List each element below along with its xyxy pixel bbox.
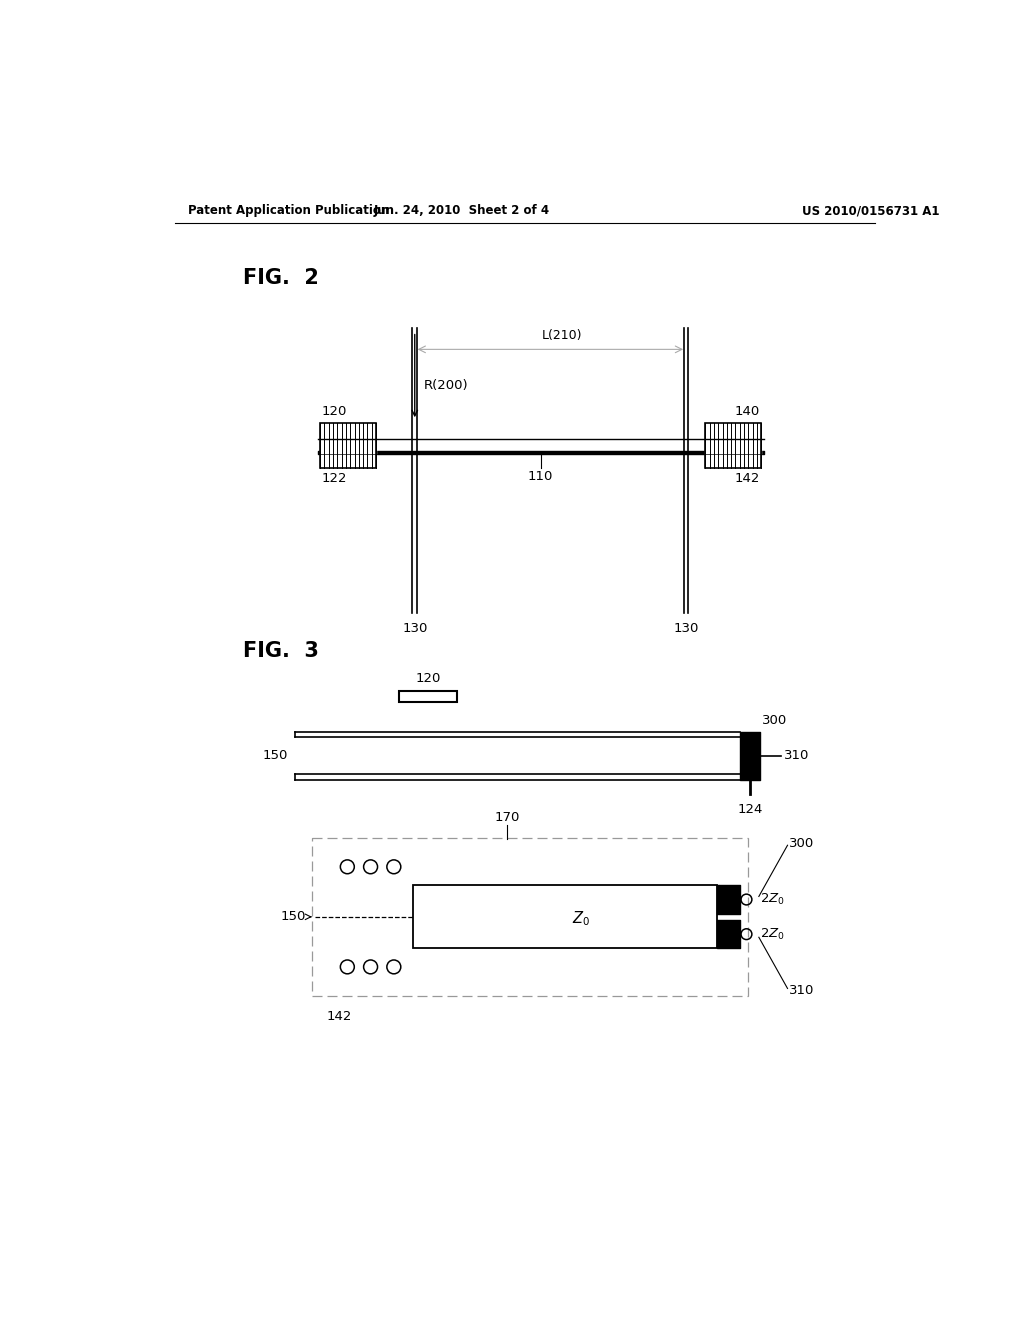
Text: 150: 150: [281, 911, 306, 924]
Text: 150: 150: [263, 750, 289, 763]
Text: L(210): L(210): [542, 329, 583, 342]
Bar: [312, 837, 748, 997]
Text: $Z_0$: $Z_0$: [571, 909, 590, 928]
Text: $2Z_0$: $2Z_0$: [761, 892, 785, 907]
Text: 124: 124: [737, 803, 763, 816]
Text: Patent Application Publication: Patent Application Publication: [188, 205, 390, 218]
Text: FIG.  3: FIG. 3: [243, 642, 318, 661]
Bar: [321, 422, 376, 467]
Text: 120: 120: [322, 405, 347, 418]
Text: R(200): R(200): [424, 379, 469, 392]
Text: 170: 170: [495, 810, 519, 824]
Text: 142: 142: [327, 1010, 352, 1023]
Text: 310: 310: [784, 750, 810, 763]
Text: 310: 310: [790, 983, 814, 997]
Text: 142: 142: [734, 473, 760, 486]
Text: 122: 122: [322, 473, 347, 486]
Bar: [414, 886, 717, 948]
Bar: [399, 692, 458, 702]
Text: 300: 300: [790, 837, 814, 850]
Text: 300: 300: [762, 714, 787, 727]
Text: Jun. 24, 2010  Sheet 2 of 4: Jun. 24, 2010 Sheet 2 of 4: [373, 205, 549, 218]
Bar: [706, 422, 761, 467]
Text: 110: 110: [528, 470, 553, 483]
Text: 130: 130: [674, 622, 698, 635]
Text: FIG.  2: FIG. 2: [243, 268, 318, 288]
Text: 120: 120: [416, 672, 441, 685]
Text: US 2010/0156731 A1: US 2010/0156731 A1: [802, 205, 940, 218]
Text: 140: 140: [734, 405, 760, 418]
Text: 130: 130: [402, 622, 427, 635]
Text: $2Z_0$: $2Z_0$: [761, 927, 785, 941]
